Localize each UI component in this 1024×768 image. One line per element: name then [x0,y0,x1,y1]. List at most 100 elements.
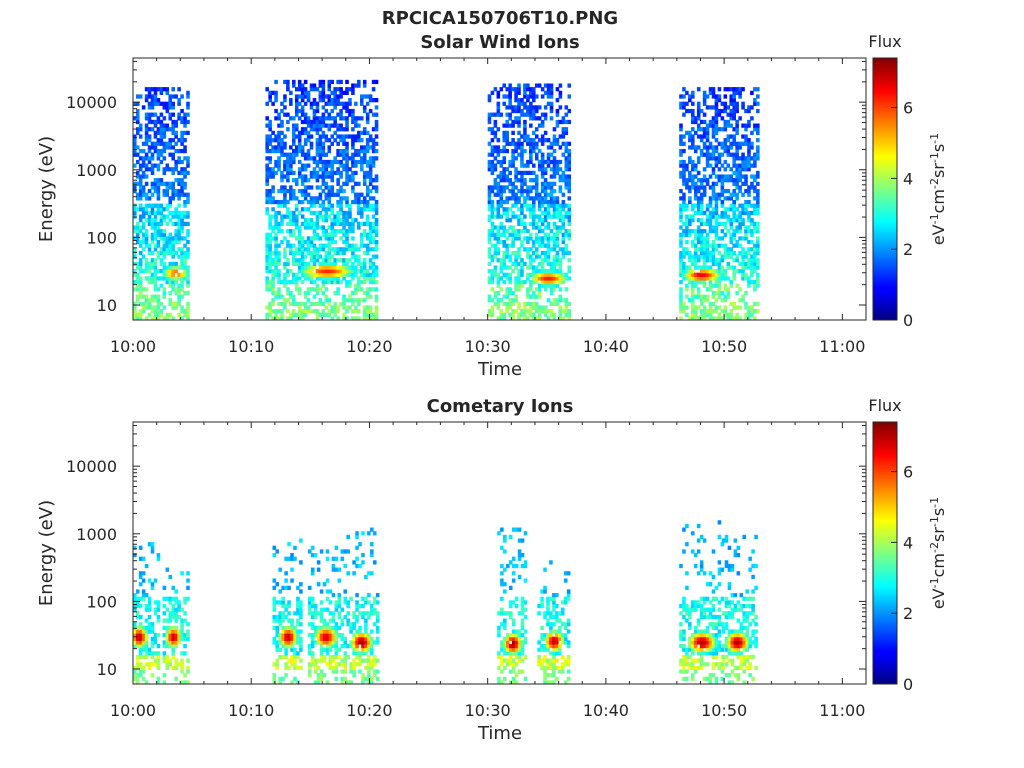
spectrogram-cell [174,207,178,212]
spectrogram-cell [348,225,352,230]
spectrogram-cell [138,625,143,631]
spectrogram-cell [711,152,716,157]
spectrogram-cell [493,250,498,256]
spectrogram-cell [682,232,686,237]
spectrogram-cell [529,170,533,176]
spectrogram-cell [186,301,190,307]
spectrogram-cell [543,189,548,194]
spectrogram-cell [682,301,686,307]
spectrogram-cell [294,101,299,106]
spectrogram-cell [364,611,368,616]
spectrogram-cell [300,269,305,274]
spectrogram-cell [162,181,167,186]
spectrogram-cell [549,108,554,114]
spectrogram-cell [555,276,560,281]
spectrogram-cell [357,269,361,274]
spectrogram-cell [174,633,178,638]
spectrogram-cell [511,159,515,165]
spectrogram-cell [286,174,290,179]
spectrogram-cell [334,651,339,656]
spectrogram-cell [696,112,701,117]
spectrogram-cell [186,221,190,226]
spectrogram-cell [359,167,364,172]
spectrogram-cell [180,636,184,641]
spectrogram-cell [702,185,707,190]
spectrogram-cell [374,199,379,205]
spectrogram-cell [287,633,291,638]
spectrogram-cell [327,272,332,277]
spectrogram-cell [345,148,349,154]
spectrogram-cell [517,189,521,194]
spectrogram-cell [735,305,739,310]
spectrogram-cell [177,636,181,641]
spectrogram-cell [702,174,707,179]
spectrogram-cell [296,629,300,634]
spectrogram-cell [297,276,302,281]
spectrogram-cell [186,94,190,99]
spectrogram-cell [177,138,181,143]
spectrogram-cell [367,600,371,605]
spectrogram-cell [705,276,710,281]
spectrogram-cell [496,305,501,310]
spectrogram-cell [540,185,545,190]
spectrogram-cell [374,112,379,117]
spectrogram-cell [696,145,701,150]
spectrogram-cell [183,618,187,623]
spectrogram-cell [508,207,512,212]
spectrogram-cell [324,138,329,143]
spectrogram-cell [162,148,167,154]
spectrogram-cell [174,214,178,219]
spectrogram-cell [186,585,190,590]
spectrogram-cell [348,87,352,92]
spectrogram-cell [693,174,698,179]
spectrogram-cell [537,243,542,248]
spectrogram-cell [315,214,320,219]
spectrogram-cell [171,254,175,259]
spectrogram-cell [334,676,339,681]
spectrogram-cell [171,279,175,285]
spectrogram-cell [292,189,296,194]
spectrogram-cell [735,283,739,288]
spectrogram-cell [723,159,728,165]
spectrogram-cell [327,101,332,106]
spectrogram-cell [156,225,161,230]
spectrogram-cell [362,207,367,212]
spectrogram-cell [735,105,739,110]
spectrogram-cell [348,229,352,234]
spectrogram-cell [286,298,290,303]
spectrogram-cell [297,258,302,263]
spectrogram-cell [549,203,554,208]
spectrogram-cell [511,141,515,146]
spectrogram-cell [345,258,349,263]
spectrogram-cell [561,214,566,219]
spectrogram-cell [159,218,164,223]
spectrogram-cell [558,174,563,179]
spectrogram-cell [331,611,336,616]
spectrogram-cell [517,83,521,88]
spectrogram-cell [343,600,347,605]
spectrogram-cell [159,276,164,281]
spectrogram-cell [313,633,318,638]
spectrogram-cell [699,301,704,307]
spectrogram-cell [303,301,308,307]
spectrogram-cell [324,210,329,216]
spectrogram-cell [303,167,308,172]
spectrogram-cell [287,665,291,671]
spectrogram-cell [696,203,701,208]
spectrogram-cell [688,229,692,234]
spectrogram-cell [138,290,143,296]
spectrogram-cell [318,203,323,208]
spectrogram-cell [153,221,158,226]
spectrogram-cell [294,214,299,219]
spectrogram-cell [156,301,161,307]
spectrogram-cell [271,145,275,150]
spectrogram-cell [159,261,164,267]
spectrogram-cell [168,279,173,285]
spectrogram-cell [523,225,527,230]
spectrogram-cell [307,662,312,667]
spectrogram-cell [156,189,161,194]
spectrogram-cell [294,283,299,288]
spectrogram-cell [352,611,356,616]
spectrogram-cell [738,170,742,176]
spectrogram-cell [741,261,745,267]
